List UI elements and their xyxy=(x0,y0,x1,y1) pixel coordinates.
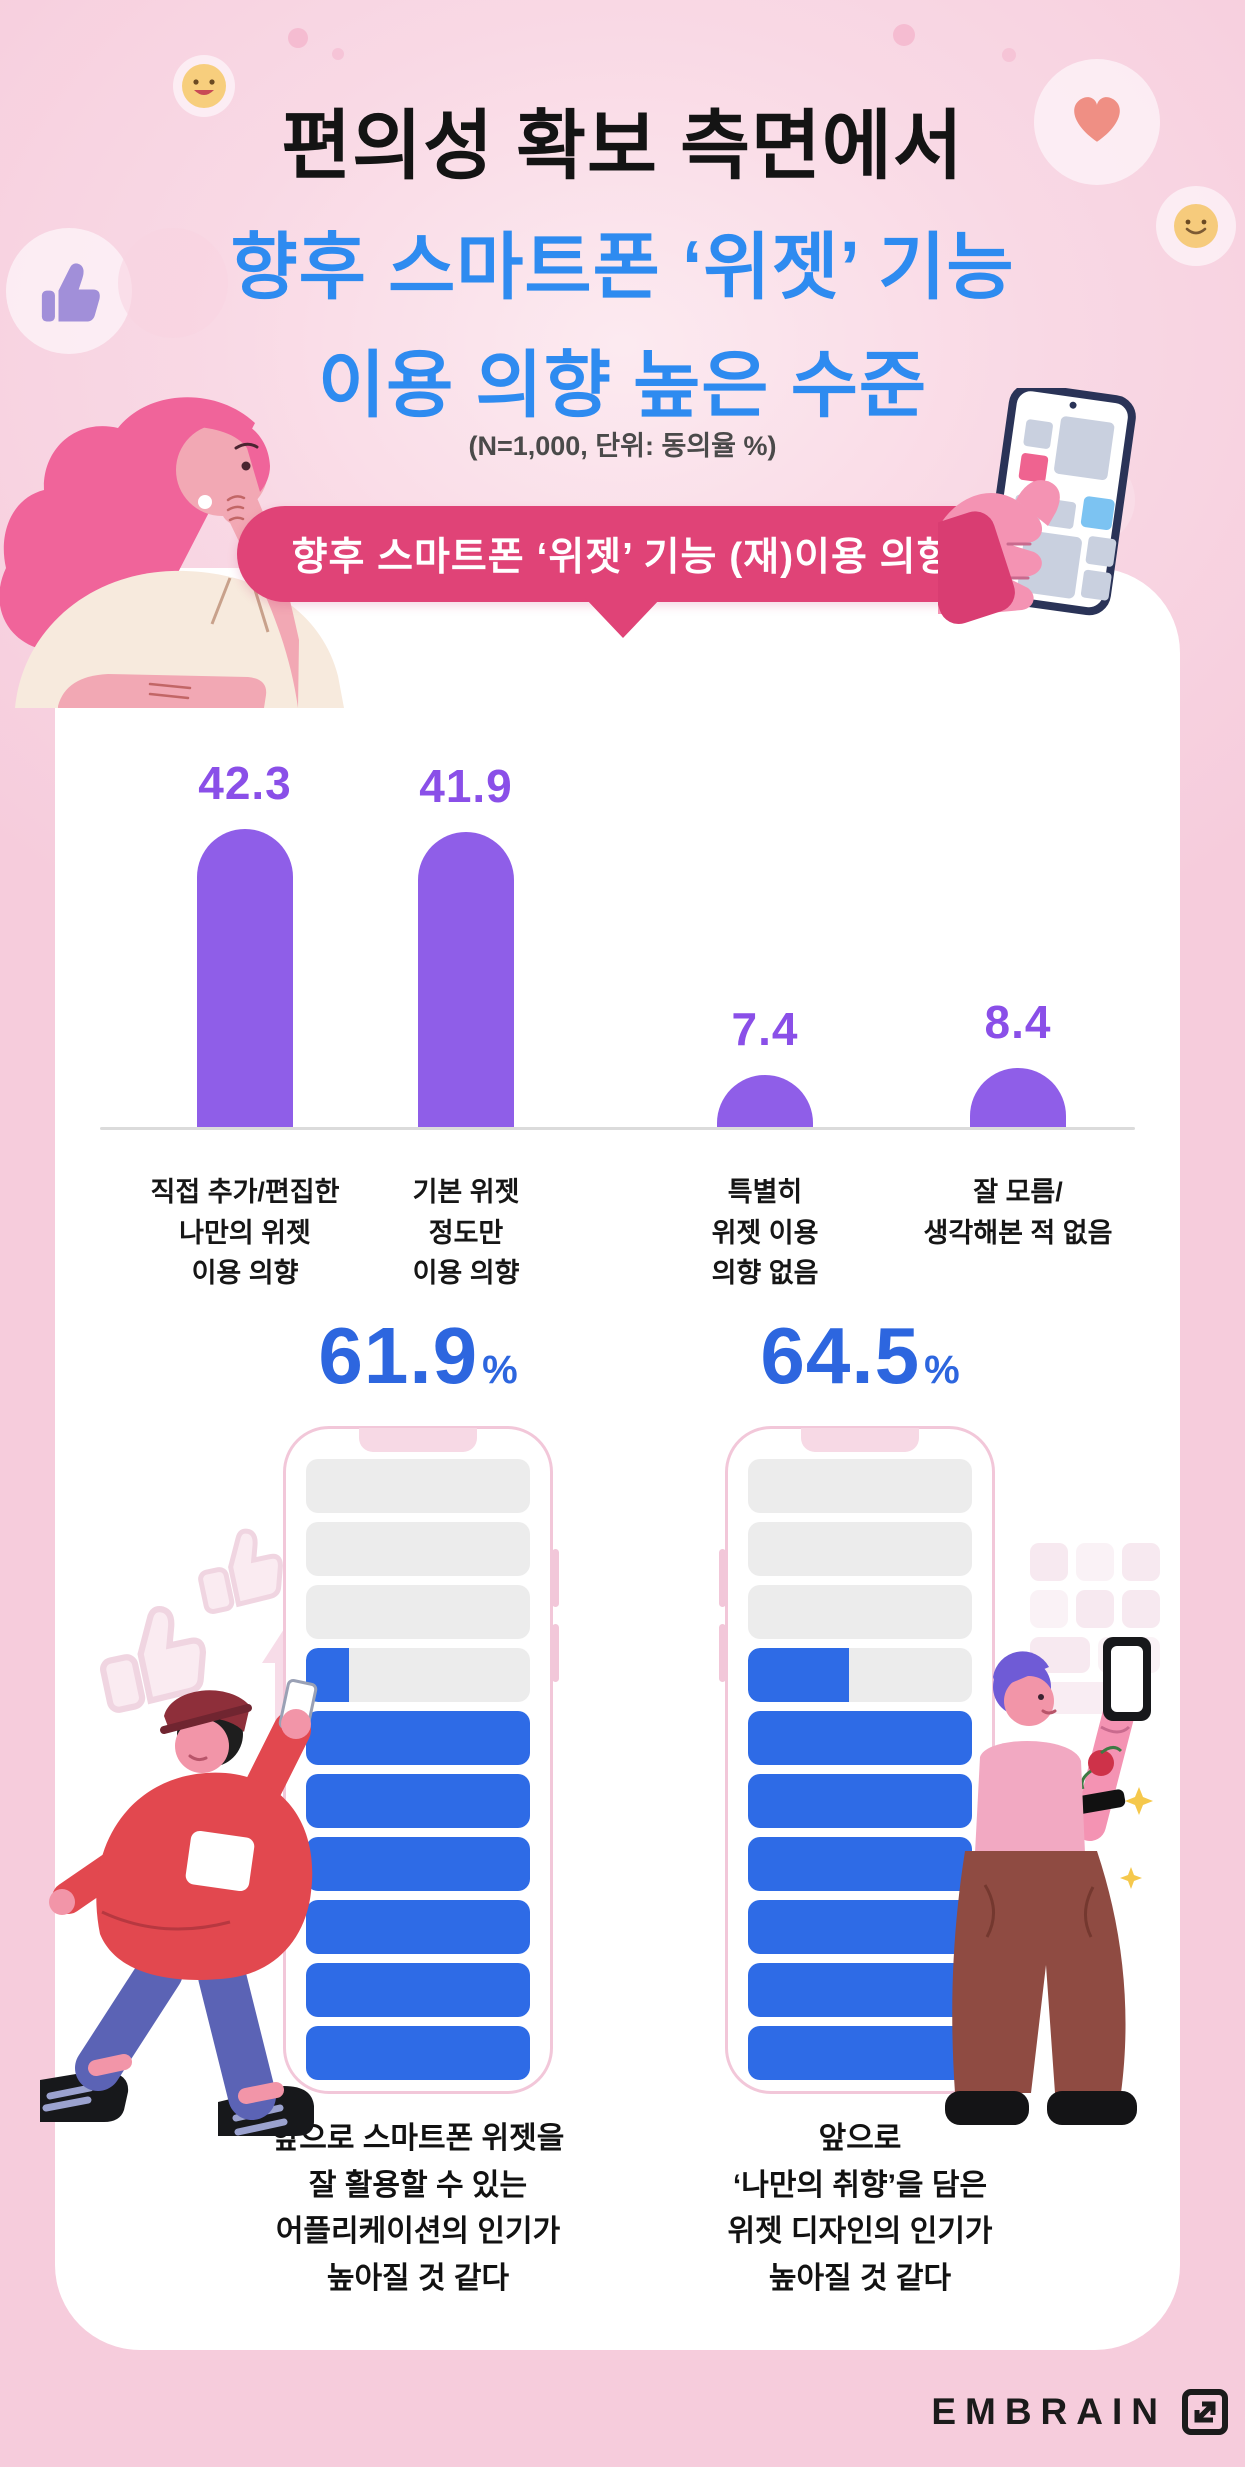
phone-gauge-segment xyxy=(748,1900,972,1954)
stat-caption-right: 앞으로 ‘나만의 취향’을 담은 위젯 디자인의 인기가 높아질 것 같다 xyxy=(727,2122,993,2295)
chart-category-label: 잘 모름/생각해본 적 없음 xyxy=(923,1177,1113,1248)
phone-gauge-segment xyxy=(748,1963,972,2017)
chart-category-label: 직접 추가/편집한 나만의 위젯 이용 의향 xyxy=(150,1177,340,1288)
chart-value-label: 7.4 xyxy=(731,1003,799,1055)
heart-icon xyxy=(1074,97,1120,142)
phone-gauge-segment xyxy=(748,1522,972,1576)
chart-value-label: 41.9 xyxy=(419,760,513,812)
phone-gauge-segment xyxy=(748,1585,972,1639)
stat-percent-sign: % xyxy=(482,1348,518,1392)
phone-gauge-segment xyxy=(306,1585,530,1639)
smiley-face-icon xyxy=(182,64,226,108)
phone-gauge-segment xyxy=(748,1459,972,1513)
smiley-face-icon xyxy=(1174,204,1218,248)
chart-value-label: 8.4 xyxy=(984,996,1052,1048)
phone-gauge-segment xyxy=(748,1648,972,1702)
phone-gauge-left xyxy=(283,1426,559,2094)
page-title-line3: 이용 의향 높은 수준 xyxy=(317,345,928,426)
illustration-person-brown-pants xyxy=(945,1637,1153,2125)
page-title-line2: 향후 스마트폰 ‘위젯’ 기능 xyxy=(230,227,1015,308)
section-banner: 향후 스마트폰 ‘위젯’ 기능 (재)이용 의향 xyxy=(236,506,1009,602)
phone-gauge-segment xyxy=(748,1711,972,1765)
phone-gauge-segment xyxy=(306,1459,530,1513)
phone-gauge-segment xyxy=(748,1774,972,1828)
decor-circle xyxy=(118,228,228,338)
bar-chart: 42.3 41.9 7.4 8.4 xyxy=(75,748,1160,1130)
phone-gauge-segment xyxy=(306,1963,530,2017)
embrain-logo-icon xyxy=(1182,2389,1228,2435)
phone-gauge-partial-fill xyxy=(748,1648,849,1702)
chart-bar xyxy=(970,1068,1066,1127)
banner-label: 향후 스마트폰 ‘위젯’ 기능 (재)이용 의향 xyxy=(291,536,954,579)
phone-gauge-segment xyxy=(306,2026,530,2080)
stat-number: 61.9 xyxy=(318,1311,479,1400)
stat-number: 64.5 xyxy=(760,1311,921,1400)
phone-notch xyxy=(801,1428,919,1452)
phone-gauge-segment xyxy=(748,1837,972,1891)
page-title-line1: 편의성 확보 측면에서 xyxy=(281,104,964,189)
chart-category-labels: 직접 추가/편집한 나만의 위젯 이용 의향 기본 위젯 정도만 이용 의향 특별히 위젯 이… xyxy=(75,1172,1160,1312)
sample-note: (N=1,000, 단위: 동의율 %) xyxy=(468,431,777,461)
chart-value-label: 42.3 xyxy=(198,757,292,809)
phone-gauge-segment xyxy=(306,1648,530,1702)
phone-gauge-segment xyxy=(748,2026,972,2080)
stat-percent-sign: % xyxy=(924,1348,960,1392)
stat-caption-left: 앞으로 스마트폰 위젯을 잘 활용할 수 있는 어플리케이션의 인기가 높아질 것 같… xyxy=(271,2122,565,2295)
phone-gauge-segment xyxy=(306,1711,530,1765)
phone-notch xyxy=(359,1428,477,1452)
chart-category-label: 특별히 위젯 이용 의향 없음 xyxy=(711,1177,819,1288)
chart-bar xyxy=(418,832,514,1127)
chart-baseline xyxy=(100,1127,1135,1130)
decor-dot xyxy=(1002,48,1016,62)
phone-side-button xyxy=(552,1624,559,1682)
brand-logo: EMBRAIN xyxy=(931,2388,1229,2436)
phone-gauge-segment xyxy=(306,1900,530,1954)
decor-dot xyxy=(332,48,344,60)
illustration-hand-holding-phone xyxy=(938,388,1136,624)
stat-value-right: 64.5% xyxy=(660,1310,1060,1402)
chart-bar xyxy=(717,1075,813,1127)
chart-category-label: 기본 위젯 정도만 이용 의향 xyxy=(412,1177,520,1288)
banner-pointer xyxy=(584,598,661,638)
phone-side-button xyxy=(719,1624,726,1682)
phone-gauge-segment xyxy=(306,1522,530,1576)
phone-side-button xyxy=(719,1549,726,1607)
phone-gauge-segment xyxy=(306,1774,530,1828)
thumbs-up-icon xyxy=(41,263,100,322)
illustration-person-red-sweater xyxy=(40,1679,318,2136)
phone-gauge-right xyxy=(719,1426,995,2094)
chart-bar xyxy=(197,829,293,1127)
brand-name: EMBRAIN xyxy=(931,2391,1167,2432)
stat-value-left: 61.9% xyxy=(218,1310,618,1402)
faint-thumbs-up-icon xyxy=(100,1528,306,1721)
decor-dot xyxy=(893,24,915,46)
decor-dot xyxy=(288,28,308,48)
phone-side-button xyxy=(552,1549,559,1607)
phone-gauge-segment xyxy=(306,1837,530,1891)
